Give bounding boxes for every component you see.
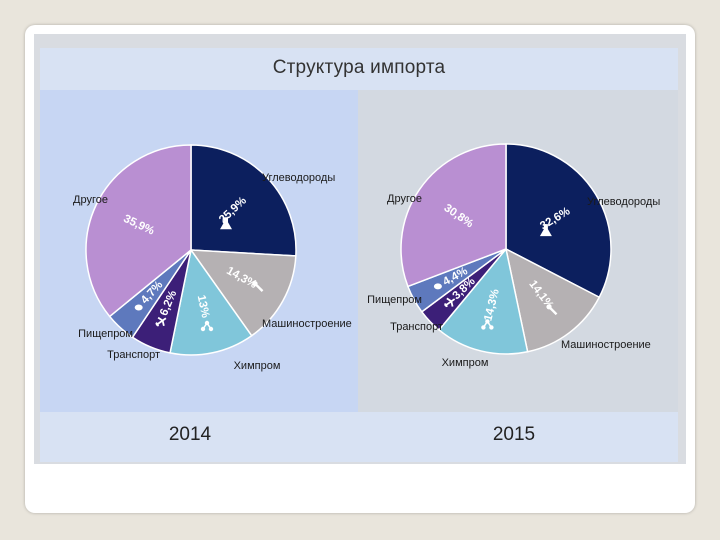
chart-title: Структура импорта [272, 57, 446, 78]
pie-slice [169, 248, 253, 356]
molecule-icon [200, 320, 214, 332]
slice-category-label: Пищепром [367, 294, 422, 306]
pie-2014: 25,9%Углеводороды14,3%Машиностроение13%Х… [73, 144, 352, 372]
pie-slice [505, 143, 612, 299]
slice-category-label: Углеводороды [262, 172, 335, 184]
slice-category-label: Транспорт [390, 321, 443, 333]
pie-slice [438, 247, 529, 355]
title-strip [40, 48, 678, 90]
molecule-icon [481, 319, 494, 330]
food-icon [134, 304, 143, 311]
pie-2015: 32,6%Углеводороды14,1%Машиностроение14,3… [367, 143, 660, 369]
slice-category-label: Транспорт [107, 349, 160, 361]
airplane-icon [155, 316, 167, 327]
slice-category-label: Пищепром [78, 328, 133, 340]
slice-category-label: Машиностроение [561, 339, 651, 351]
pie-slice [190, 144, 297, 257]
pie-slice [504, 247, 601, 353]
pie-slice [85, 144, 192, 318]
food-icon [433, 283, 442, 290]
slice-category-label: Машиностроение [262, 318, 352, 330]
wrench-icon [546, 304, 558, 316]
airplane-icon [444, 297, 456, 308]
flask-icon [539, 224, 552, 237]
pie-slice [189, 249, 297, 337]
pie-slice [400, 143, 507, 288]
slice-category-label: Другое [73, 194, 108, 206]
slice-category-label: Углеводороды [587, 196, 660, 208]
slice-value-label: 13% [195, 294, 211, 319]
year-label-2014: 2014 [168, 424, 212, 445]
wrench-icon [252, 281, 264, 292]
year-label-2015: 2015 [492, 424, 536, 445]
slice-category-label: Химпром [442, 357, 489, 369]
slice-category-label: Химпром [234, 360, 281, 372]
flask-icon [220, 217, 232, 230]
slice-category-label: Другое [387, 193, 422, 205]
